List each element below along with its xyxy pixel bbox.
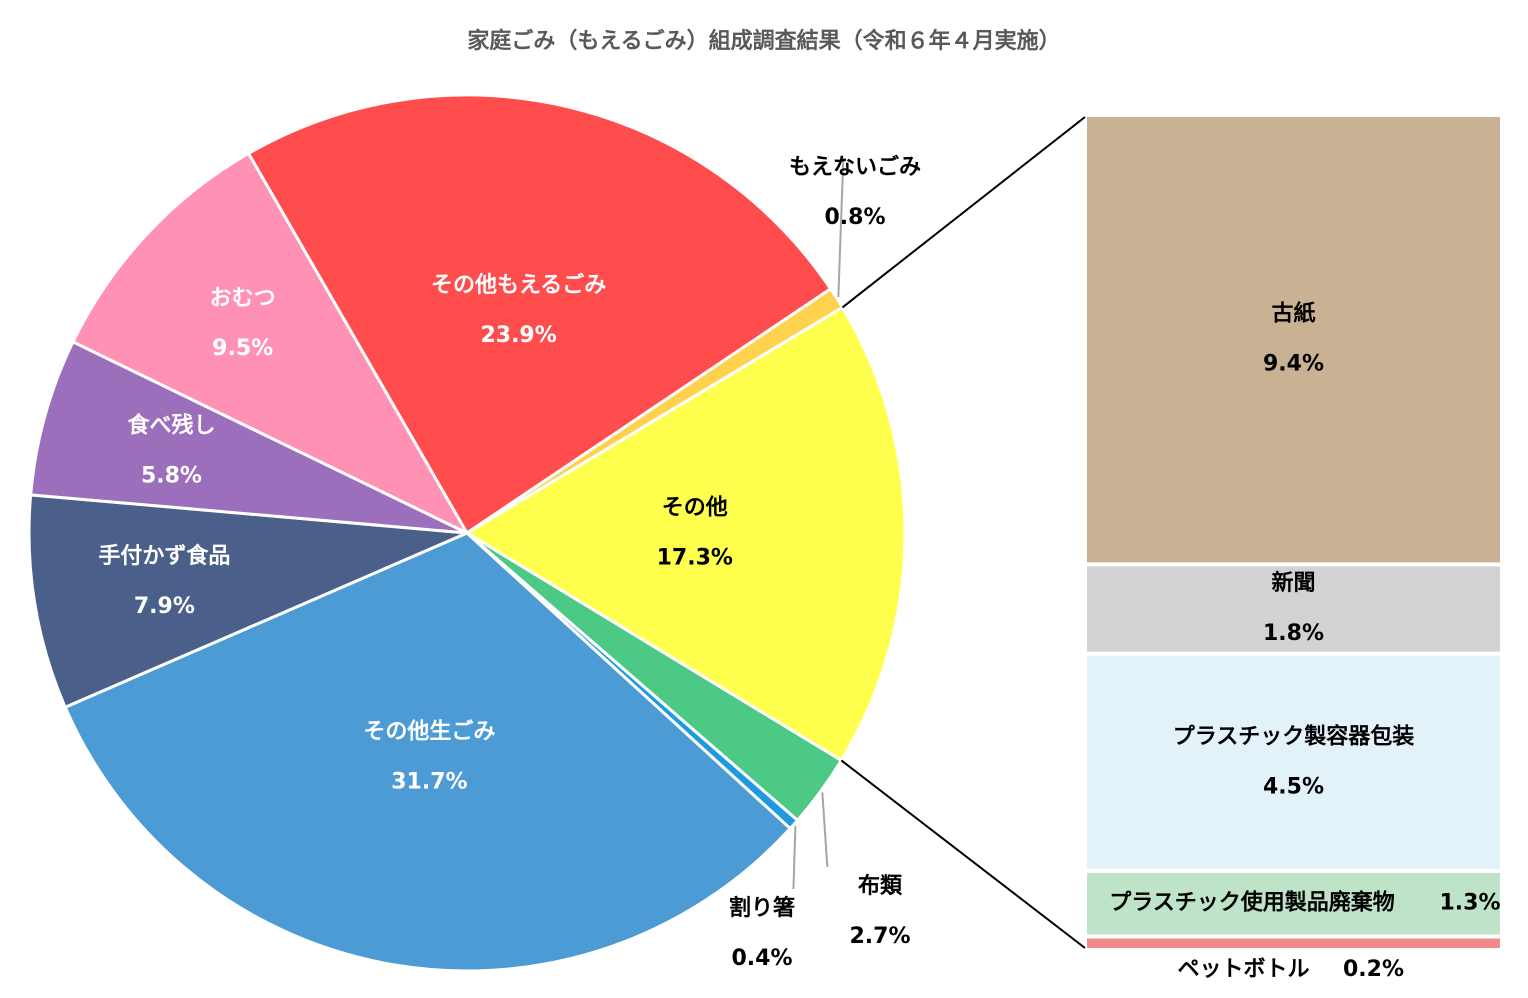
- slice-label: その他もえるごみ: [431, 272, 606, 298]
- slice-value: 2.7%: [849, 924, 910, 949]
- bar-segment: [1087, 938, 1500, 948]
- slice-value: 0.4%: [731, 946, 792, 971]
- leader-line: [792, 825, 797, 890]
- bar-segment: [1087, 655, 1500, 869]
- segment-value: 4.5%: [1263, 774, 1324, 799]
- connector-line: [840, 759, 1086, 949]
- slice-value: 23.9%: [480, 323, 556, 348]
- slice-value: 7.9%: [134, 594, 195, 619]
- slice-value: 31.7%: [391, 770, 467, 795]
- slice-label: 手付かず食品: [98, 543, 230, 569]
- bar-segment: [1087, 117, 1500, 563]
- pie-slice: [29, 339, 468, 535]
- segment-label: ペットボトル: [1177, 957, 1309, 982]
- bar-segment: [1087, 872, 1500, 935]
- segment-value: 9.4%: [1263, 352, 1324, 377]
- leader-line: [821, 792, 829, 868]
- pie-slice: [27, 493, 468, 710]
- segment-label: 新聞: [1271, 570, 1315, 596]
- leader-line: [837, 157, 845, 298]
- slice-value: 9.5%: [212, 336, 273, 361]
- slice-label: おむつ: [210, 286, 276, 311]
- pie-slice: [63, 531, 793, 973]
- slice-value: 0.8%: [824, 205, 885, 230]
- segment-label: 古紙: [1271, 301, 1315, 327]
- slice-label: 食べ残し: [127, 412, 215, 438]
- slice-label: もえないごみ: [789, 154, 921, 180]
- pie-slice: [70, 151, 471, 537]
- slice-value: 17.3%: [657, 546, 733, 571]
- segment-label: プラスチック製容器包装: [1173, 723, 1415, 749]
- slice-value: 5.8%: [141, 463, 202, 488]
- slice-label: 布類: [858, 873, 903, 899]
- segment-label: プラスチック使用製品廃棄物: [1109, 890, 1395, 916]
- slice-label: その他生ごみ: [363, 719, 495, 745]
- slice-label: 割り箸: [729, 895, 795, 921]
- segment-value: 1.8%: [1263, 621, 1324, 646]
- pie-slice: [246, 93, 833, 536]
- pie-slice: [464, 305, 907, 763]
- connector-line: [841, 116, 1086, 309]
- bar-segment: [1087, 566, 1500, 652]
- chart-title: 家庭ごみ（もえるごみ）組成調査結果（令和６年４月実施）: [467, 28, 1060, 54]
- segment-value: 1.3%: [1439, 891, 1500, 916]
- segment-value: 0.2%: [1343, 957, 1404, 982]
- slice-label: その他: [662, 496, 728, 521]
